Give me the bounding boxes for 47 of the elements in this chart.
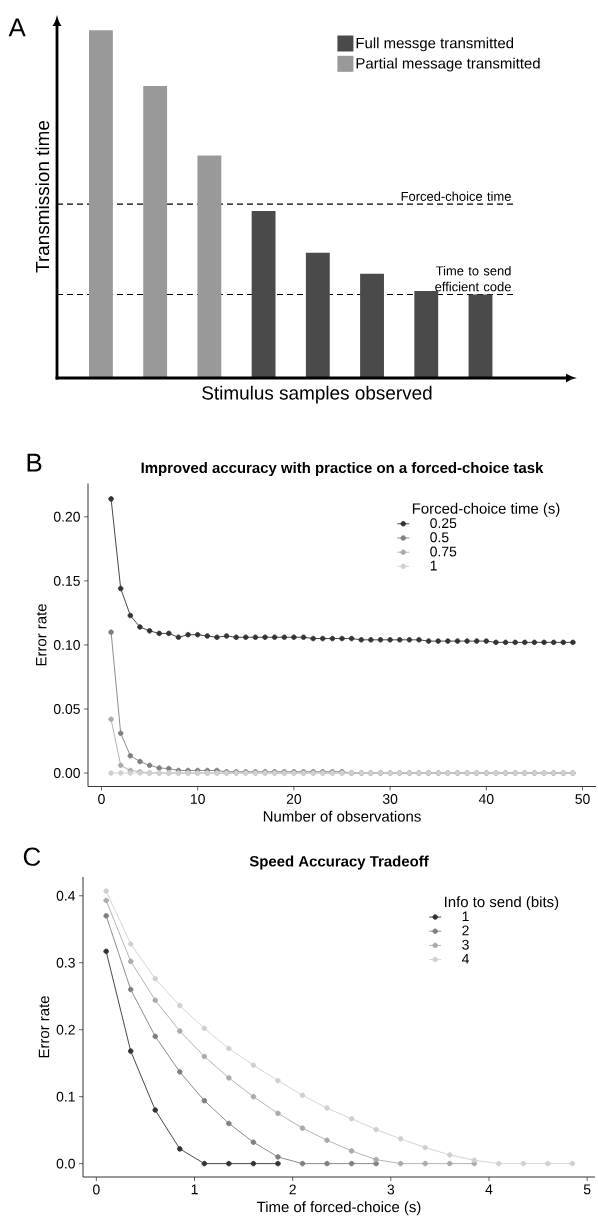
chart-title: Speed Accuracy Tradeoff (249, 855, 429, 870)
y-tick-label: 0.00 (53, 768, 80, 778)
x-tick-label: 10 (190, 794, 205, 804)
text: A (8, 18, 26, 37)
y-tick-label: 0.10 (53, 639, 80, 650)
x-tick-label: 5 (583, 1184, 591, 1195)
chart-title: Improved accuracy with practice on a forced-choice task (141, 462, 544, 476)
legend-label: 3 (462, 939, 469, 950)
x-tick-label: 0 (93, 1184, 100, 1195)
x-tick-label: 3 (387, 1184, 395, 1195)
y-tick-label: 0.1 (56, 1091, 75, 1102)
x-tick-label: 4 (485, 1184, 493, 1195)
x-axis-title: Time of forced-choice (s) (256, 1201, 421, 1216)
x-tick-label: 2 (289, 1184, 296, 1195)
y-tick-label: 0.20 (53, 511, 80, 522)
legend-title: Forced-choice time (s) (412, 502, 560, 517)
y-tick-label: 0.05 (53, 704, 80, 714)
legend-label: 0.75 (430, 546, 457, 557)
x-tick-label: 50 (575, 794, 590, 804)
legend-label: 1 (430, 560, 437, 571)
legend-label: 0.25 (430, 518, 457, 529)
y-axis-title: Error rate (36, 604, 47, 666)
text: C (23, 847, 41, 866)
legend-label: 0.5 (430, 532, 449, 543)
y-tick-label: 0.3 (56, 957, 75, 968)
x-tick-label: 0 (98, 794, 105, 804)
legend-label: Full messge transmitted (356, 37, 514, 52)
x-tick-label: 30 (382, 794, 398, 804)
x-axis-title: Stimulus samples observed (202, 385, 432, 404)
legend-label: Partial message transmitted (356, 57, 540, 72)
text: B (27, 453, 42, 472)
legend-title: Info to send (bits) (445, 896, 559, 911)
legend-label: 1 (462, 911, 469, 922)
x-tick-label: 1 (191, 1184, 198, 1195)
legend-label: 4 (461, 954, 469, 964)
y-axis-title: Transmission time (35, 120, 50, 273)
x-tick-label: 20 (286, 794, 302, 804)
x-axis-title: Number of observations (263, 810, 421, 822)
ref-line-label: Forced-choice time (401, 191, 511, 201)
y-tick-label: 0.15 (53, 575, 80, 586)
y-tick-label: 0.0 (56, 1158, 75, 1169)
y-axis-title: Error rate (38, 996, 50, 1058)
legend-label: 2 (462, 925, 469, 936)
x-tick-label: 40 (478, 794, 494, 804)
y-tick-label: 0.4 (56, 890, 76, 901)
y-tick-label: 0.2 (56, 1024, 75, 1035)
ref-line-label: Time to send efficient code (435, 265, 511, 292)
